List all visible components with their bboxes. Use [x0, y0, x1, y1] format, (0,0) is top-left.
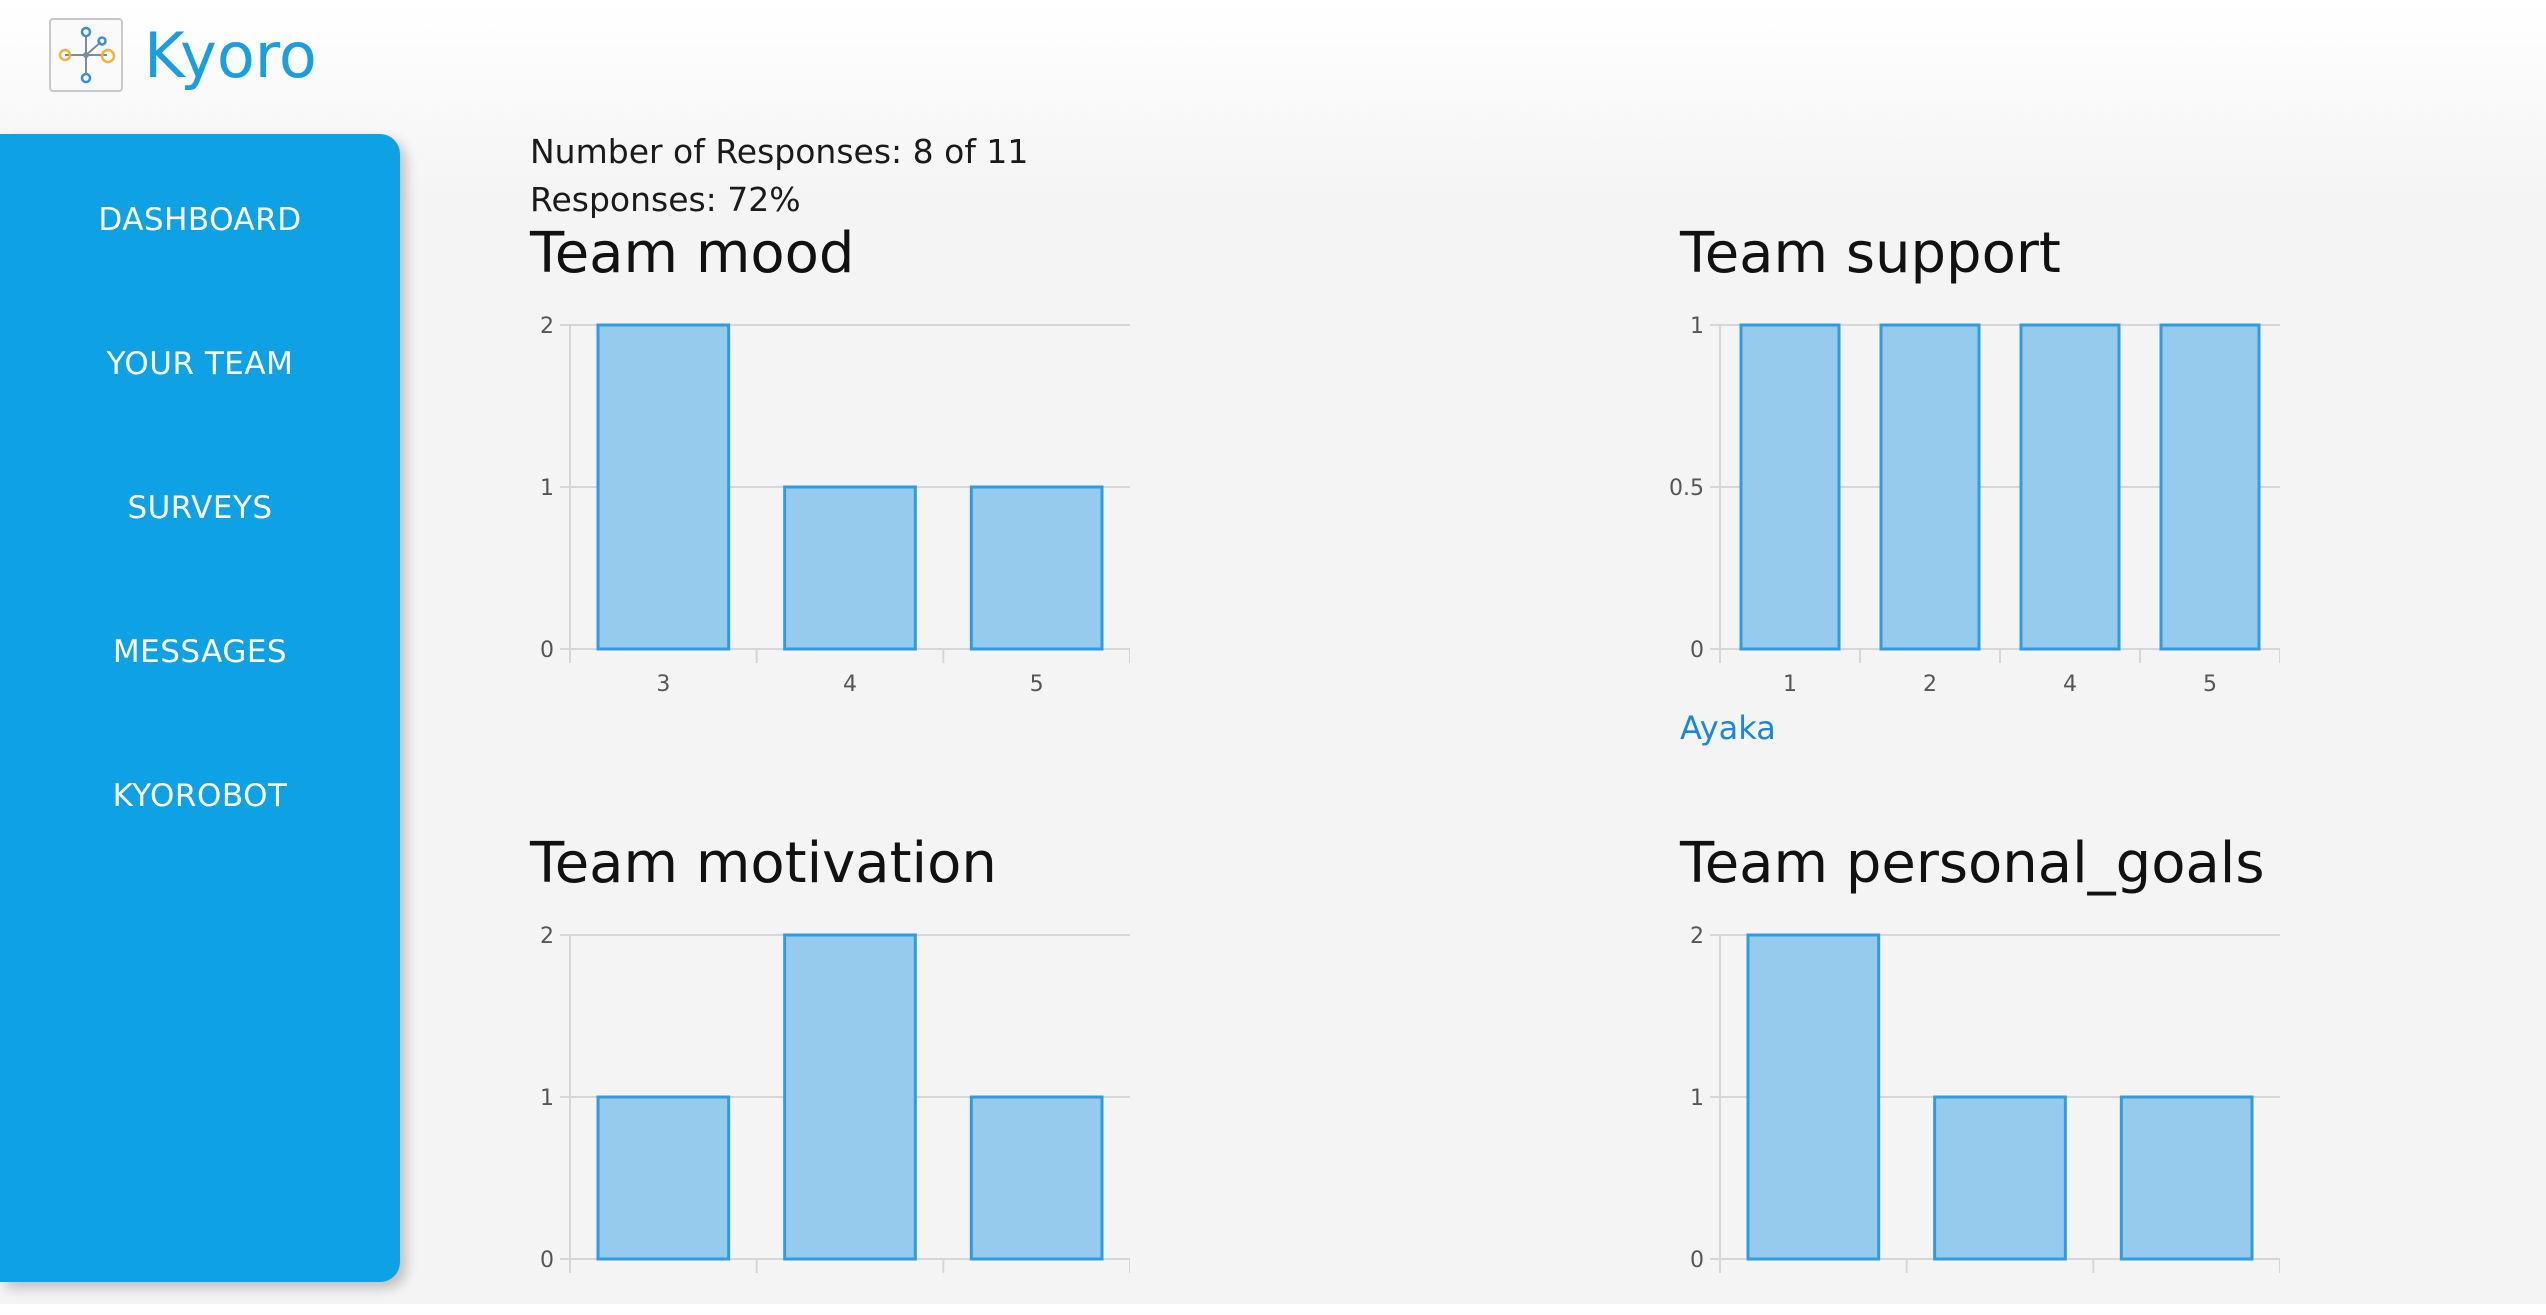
bar[interactable] [596, 323, 731, 651]
person-link-ayaka[interactable]: Ayaka [1680, 709, 1776, 747]
y-tick-label: 2 [540, 924, 554, 949]
network-nodes-icon[interactable] [49, 18, 123, 92]
bar[interactable] [969, 1095, 1104, 1261]
chart-motivation: 0 1 2 [510, 915, 1130, 1315]
y-tick-label: 0 [540, 1248, 554, 1273]
bar[interactable] [2119, 1095, 2254, 1261]
sidebar-item-surveys[interactable]: SURVEYS [127, 490, 273, 526]
sidebar-item-dashboard[interactable]: DASHBOARD [98, 202, 302, 238]
bar[interactable] [2159, 323, 2261, 651]
chart-title-motivation: Team motivation [530, 831, 997, 896]
sidebar-item-your-team[interactable]: YOUR TEAM [106, 346, 294, 382]
y-tick-label: 1 [540, 1086, 554, 1111]
chart-mood: 0 1 2 3 4 5 [510, 305, 1130, 705]
responses-rate: Responses: 72% [530, 180, 801, 219]
bar[interactable] [596, 1095, 731, 1261]
y-tick-label: 0 [540, 638, 554, 663]
chart-title-support: Team support [1680, 221, 2061, 286]
y-tick-label: 1 [1690, 1086, 1704, 1111]
x-tick-label: 3 [656, 672, 670, 697]
x-tick-label: 4 [843, 672, 857, 697]
x-tick-label: 5 [1030, 672, 1044, 697]
brand-title[interactable]: Kyoro [144, 19, 317, 92]
bar[interactable] [1746, 933, 1881, 1261]
y-tick-label: 0 [1690, 638, 1704, 663]
bar[interactable] [1879, 323, 1981, 651]
y-tick-label: 2 [540, 314, 554, 339]
chart-svg-mood: 0 1 2 3 4 5 [540, 314, 1130, 697]
chart-svg-support: 0 0.5 1 1 2 4 5 [1669, 314, 2280, 697]
bar[interactable] [783, 485, 917, 651]
app-header: Kyoro [0, 0, 2546, 120]
bar[interactable] [1739, 323, 1841, 651]
bar[interactable] [1933, 1095, 2067, 1261]
chart-title-mood: Team mood [530, 221, 855, 286]
bar[interactable] [2019, 323, 2121, 651]
x-tick-label: 5 [2203, 672, 2217, 697]
bar[interactable] [969, 485, 1104, 651]
sidebar-item-kyorobot[interactable]: KYOROBOT [112, 778, 288, 814]
bar[interactable] [783, 933, 917, 1261]
chart-svg-personal_goals: 0 1 2 [1690, 924, 2280, 1273]
chart-title-personal-goals: Team personal_goals [1680, 831, 2265, 896]
chart-svg-motivation: 0 1 2 [540, 924, 1130, 1273]
x-tick-label: 2 [1923, 672, 1937, 697]
sidebar-item-messages[interactable]: MESSAGES [112, 634, 288, 670]
chart-support: 0 0.5 1 1 2 4 5 [1660, 305, 2280, 705]
y-tick-label: 2 [1690, 924, 1704, 949]
sidebar: DASHBOARD YOUR TEAM SURVEYS MESSAGES KYO… [0, 134, 400, 1282]
y-tick-label: 1 [540, 476, 554, 501]
x-tick-label: 1 [1783, 672, 1797, 697]
x-tick-label: 4 [2063, 672, 2077, 697]
y-tick-label: 1 [1690, 314, 1704, 339]
y-tick-label: 0.5 [1669, 476, 1704, 501]
chart-personal-goals: 0 1 2 [1660, 915, 2280, 1315]
y-tick-label: 0 [1690, 1248, 1704, 1273]
responses-count: Number of Responses: 8 of 11 [530, 132, 1029, 171]
